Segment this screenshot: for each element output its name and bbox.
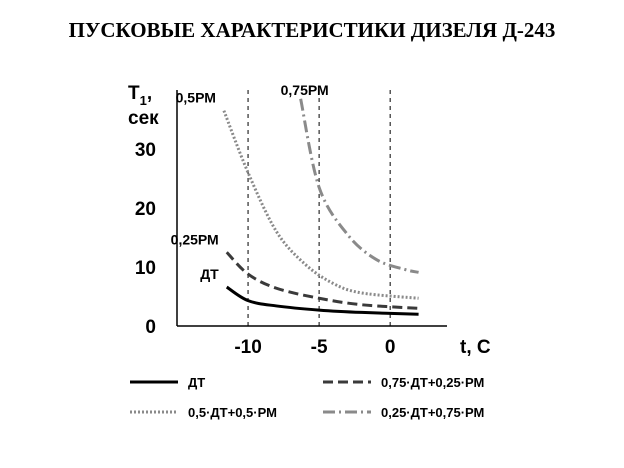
legend-label-0: ДТ: [188, 375, 205, 390]
chart-labels: ДТ 0,25РМ 0,5РМ 0,75РМ: [171, 82, 329, 282]
series-line-3: [299, 98, 419, 274]
series-line-0: [225, 285, 419, 316]
y-axis-label: T1,: [128, 83, 152, 108]
y-tick-label: 20: [135, 199, 156, 220]
y-axis-unit: сек: [128, 108, 159, 129]
series-label-3: 0,75РМ: [281, 82, 329, 98]
series-line-2: [222, 110, 419, 300]
series-label-1: 0,25РМ: [171, 231, 219, 247]
y-tick-label: 30: [135, 140, 156, 161]
chart-axes: 0 10 20 30 -10 -5 0 T1,сек t, C: [128, 83, 491, 358]
x-axis-label: t, C: [460, 337, 491, 358]
x-tick-label: 0: [385, 337, 396, 358]
series-line-1: [225, 251, 419, 310]
series-label-0: ДТ: [200, 266, 219, 282]
legend-label-2: 0,5·ДТ+0,5·РМ: [188, 405, 277, 420]
y-tick-label: 0: [145, 317, 156, 338]
chart-series: [222, 98, 419, 316]
legend-label-3: 0,25·ДТ+0,75·РМ: [381, 405, 484, 420]
x-tick-label: -5: [311, 337, 328, 358]
legend-label-1: 0,75·ДТ+0,25·РМ: [381, 375, 484, 390]
chart-legend: ДТ 0,75·ДТ+0,25·РМ 0,5·ДТ+0,5·РМ 0,25·ДТ+0,…: [130, 375, 484, 420]
y-tick-label: 10: [135, 258, 156, 279]
series-label-2: 0,5РМ: [176, 90, 216, 106]
x-tick-label: -10: [234, 337, 261, 358]
page-title: ПУСКОВЫЕ ХАРАКТЕРИСТИКИ ДИЗЕЛЯ Д-243: [68, 18, 556, 42]
chart-grid: [247, 90, 391, 326]
